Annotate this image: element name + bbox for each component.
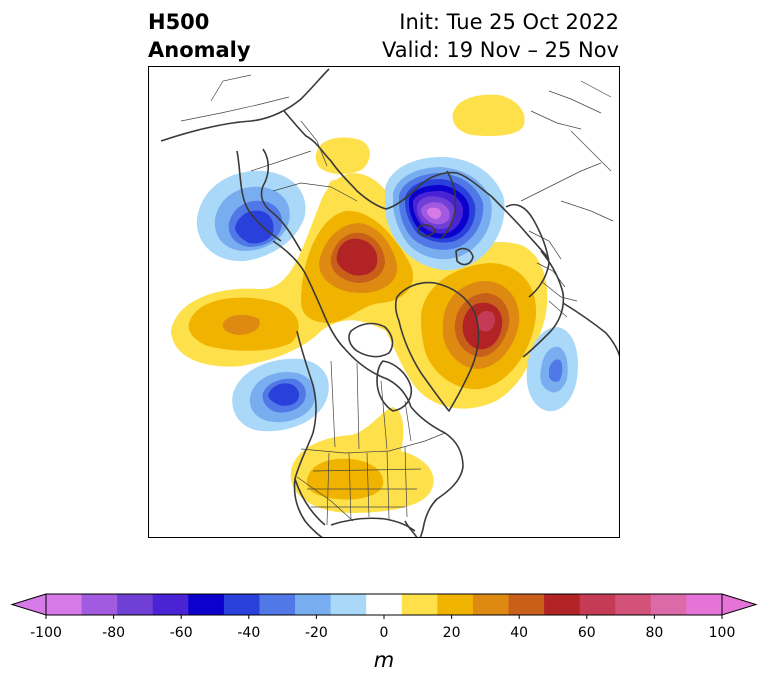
coastline-africa <box>562 302 619 357</box>
colorbar-tick-label: 40 <box>510 625 529 641</box>
coastline-na-west <box>293 330 323 537</box>
coastline-europe <box>522 250 565 358</box>
colorbar-extend-max <box>721 593 758 616</box>
anomaly-contour-positive-kamchatka <box>315 137 370 175</box>
colorbar-segment <box>508 594 545 615</box>
political-borders <box>180 74 614 526</box>
coastline-greenland <box>394 281 480 412</box>
border-europe <box>520 130 614 318</box>
title-left: H500 Anomaly <box>148 8 251 64</box>
border-canada-provinces <box>330 360 412 450</box>
coastline-svalbard <box>455 247 474 266</box>
coastline-na-east <box>410 406 464 537</box>
colorbar-tick-label: 0 <box>379 625 389 641</box>
title-type: Anomaly <box>148 38 251 62</box>
anomaly-contour-positive-pacific-l3 <box>222 314 260 335</box>
colorbar-segment <box>188 594 225 615</box>
colorbar-segment <box>223 594 260 615</box>
colorbar-tick-label: -100 <box>30 625 62 641</box>
border-china-mongolia <box>180 74 290 122</box>
colorbar-segment <box>259 594 296 615</box>
coastline-east-asia <box>236 150 282 242</box>
colorbar-tick-label: -80 <box>102 625 126 641</box>
coastline-gulf <box>330 517 416 532</box>
anomaly-contour-positive-greenland-l6 <box>476 311 496 332</box>
colorbar-segment <box>46 594 83 615</box>
border-russia-interior <box>250 120 358 202</box>
colorbar <box>10 593 758 619</box>
border-middle-east <box>530 80 612 130</box>
colorbar-extend-min <box>10 593 47 616</box>
colorbar-segment <box>437 594 474 615</box>
colorbar-segment <box>117 594 154 615</box>
title-field: H500 <box>148 10 210 34</box>
border-us-states <box>307 446 422 526</box>
coastline-alaska <box>272 240 346 350</box>
colorbar-tick-label: -40 <box>237 625 261 641</box>
coastline-kamchatka <box>260 148 302 252</box>
colorbar-tick-label: -20 <box>304 625 328 641</box>
colorbar-segment <box>615 594 652 615</box>
colorbar-segment <box>366 594 403 615</box>
border-canada-us <box>300 432 446 454</box>
anomaly-contour-negative-arctic-l9 <box>427 207 442 219</box>
border-mexico <box>296 476 354 522</box>
colorbar-segment <box>401 594 438 615</box>
title-right: Init: Tue 25 Oct 2022 Valid: 19 Nov – 25… <box>382 8 619 64</box>
coastline-china <box>160 68 330 142</box>
colorbar-units: m <box>373 648 395 672</box>
valid-range: Valid: 19 Nov – 25 Nov <box>382 38 619 62</box>
anomaly-contour-positive-east-siberia <box>328 179 357 200</box>
colorbar-segment <box>330 594 367 615</box>
colorbar-segment <box>650 594 687 615</box>
coastline-franz-josef <box>418 224 436 237</box>
anomaly-contour-negative-westcanada-l4 <box>268 383 300 406</box>
colorbar-segment <box>472 594 510 615</box>
anomaly-contour-positive-siberia <box>452 94 525 137</box>
anomaly-fills <box>171 94 579 513</box>
colorbar-segment <box>579 594 616 615</box>
colorbar-tick-label: 100 <box>708 625 736 641</box>
colorbar-tick-label: 80 <box>645 625 664 641</box>
coastline-canadian-archipelago <box>348 322 394 358</box>
colorbar-segment <box>686 594 723 615</box>
colorbar-segment <box>295 594 332 615</box>
colorbar-segment <box>544 594 581 615</box>
colorbar-segments <box>10 593 758 619</box>
coastline-florida <box>404 520 418 537</box>
anomaly-contour-negative-eastasia-l4 <box>235 210 274 244</box>
coastline-baffin <box>376 360 413 412</box>
map-panel <box>148 66 620 538</box>
colorbar-tick-label: -60 <box>169 625 193 641</box>
anomaly-map <box>160 68 619 537</box>
coastline-hudson <box>344 348 412 408</box>
anomaly-contour-negative-atlantic-l3 <box>549 359 563 382</box>
colorbar-segment <box>152 594 189 615</box>
coastline-mexico <box>294 478 326 526</box>
anomaly-contour-positive-alaska-l5 <box>336 238 378 276</box>
colorbar-tick-label: 20 <box>442 625 461 641</box>
colorbar-tick-label: 60 <box>577 625 596 641</box>
init-date: Init: Tue 25 Oct 2022 <box>399 10 619 34</box>
coastline-scandinavia <box>505 203 550 298</box>
coastline-novaya-zemlya <box>440 170 457 240</box>
colorbar-segment <box>81 594 118 615</box>
